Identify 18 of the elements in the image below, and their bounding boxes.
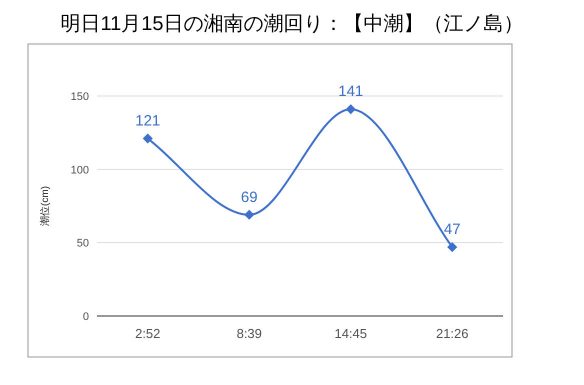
x-tick-label: 21:26: [436, 326, 469, 341]
point: [244, 210, 254, 220]
y-tick-label: 0: [82, 311, 89, 323]
x-tick-label: 2:52: [135, 326, 160, 341]
x-tick-label: 14:45: [334, 326, 368, 341]
data-label: 121: [135, 112, 160, 130]
x-tick-label: 8:39: [236, 326, 262, 341]
point: [447, 242, 458, 252]
y-tick-label: 150: [70, 91, 89, 103]
chart-title: 明日11月15日の湘南の潮回り：【中潮】（江ノ島）: [60, 13, 524, 35]
y-tick-label: 50: [76, 238, 89, 250]
point: [142, 134, 153, 144]
data-label: 141: [338, 83, 364, 100]
y-axis-title: 潮位(cm): [39, 186, 51, 226]
data-label: 47: [444, 221, 461, 238]
point: [346, 104, 356, 114]
data-label: 69: [240, 188, 258, 206]
y-tick-label: 100: [70, 164, 89, 176]
